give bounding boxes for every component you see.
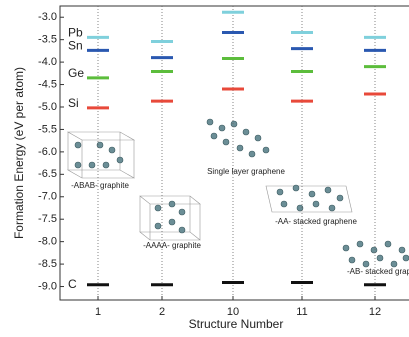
- structure-label: -AAAA- graphite: [143, 241, 201, 250]
- aa-stacked-graphene: [266, 185, 352, 212]
- y-tick-label: -6.5: [38, 168, 57, 180]
- y-tick-label: -6.0: [38, 146, 57, 158]
- legend-label: Si: [68, 96, 79, 110]
- x-tick-label: 10: [227, 306, 239, 318]
- abab-graphite: [68, 132, 134, 178]
- y-tick-label: -3.0: [38, 11, 57, 23]
- x-tick-label: 1: [95, 306, 101, 318]
- x-tick-label: 11: [296, 306, 307, 318]
- aaaa-graphite: [140, 196, 200, 240]
- x-tick-label: 12: [369, 306, 381, 318]
- y-axis-title: Formation Energy (eV per atom): [12, 67, 26, 239]
- legend-label: Ge: [68, 66, 84, 80]
- structure-insets: [68, 119, 409, 267]
- y-tick-label: -9.0: [38, 280, 57, 292]
- y-tick-label: -8.5: [38, 258, 57, 270]
- x-tick-label: 2: [159, 306, 165, 318]
- structure-label: -AA- stacked graphene: [275, 217, 357, 226]
- y-tick-label: -7.0: [38, 191, 57, 203]
- structure-label: -AB- stacked graphene: [347, 267, 409, 276]
- y-tick-label: -5.5: [38, 123, 57, 135]
- chart: Structure Number Formation Energy (eV pe…: [0, 0, 409, 337]
- y-tick-label: -7.5: [38, 213, 57, 225]
- x-axis-title: Structure Number: [189, 317, 284, 331]
- y-tick-label: -5.0: [38, 101, 57, 113]
- single-layer-graphene: [207, 119, 269, 157]
- legend-label: C: [68, 277, 77, 291]
- ab-stacked-graphene: [343, 241, 409, 267]
- y-tick-label: -4.0: [38, 56, 57, 68]
- y-tick-label: -3.5: [38, 34, 57, 46]
- y-tick-label: -8.0: [38, 236, 57, 248]
- legend-label: Sn: [68, 39, 83, 53]
- structure-label: Single layer graphene: [207, 167, 285, 176]
- legend-label: Pb: [68, 26, 83, 40]
- structure-label: -ABAB- graphite: [71, 181, 129, 190]
- y-tick-label: -4.5: [38, 78, 57, 90]
